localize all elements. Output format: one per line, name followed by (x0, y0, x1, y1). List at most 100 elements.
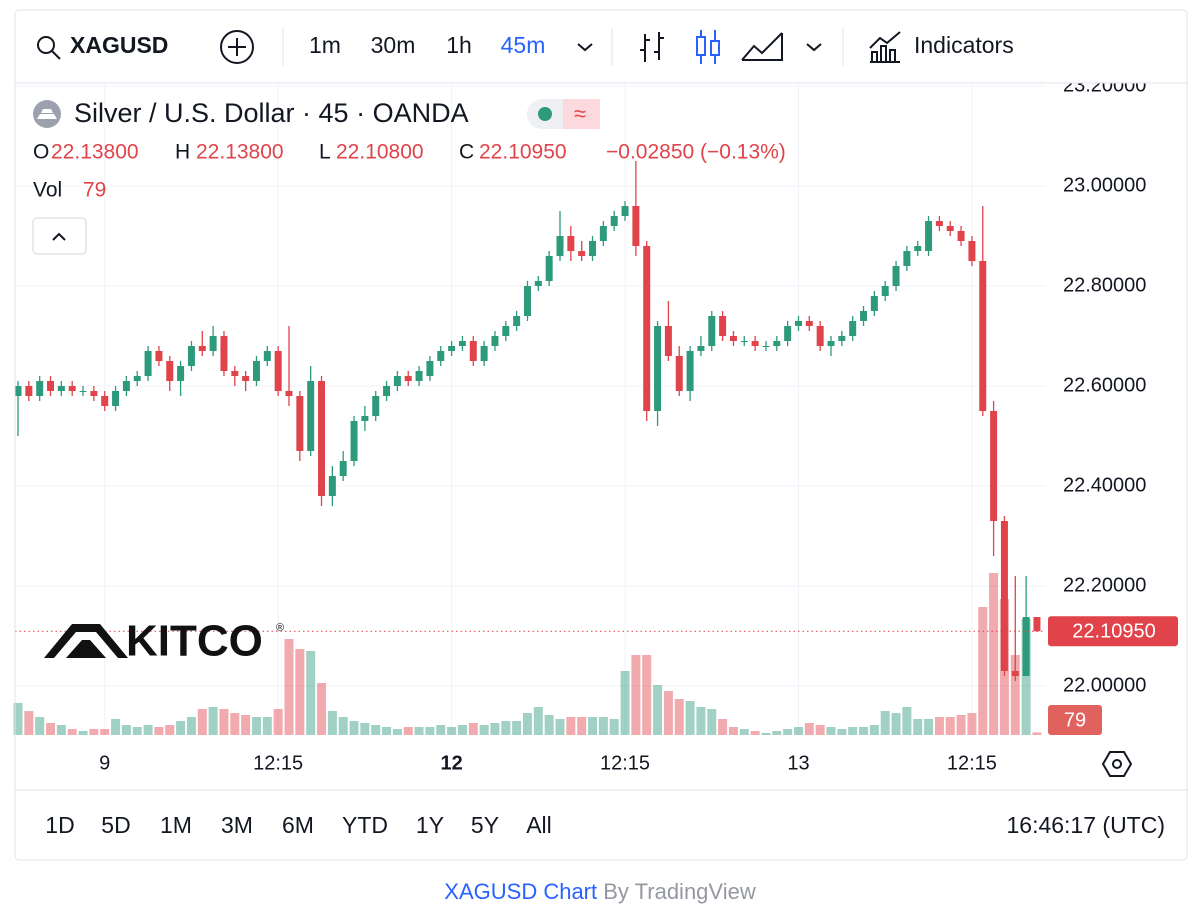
candle-body (957, 231, 965, 241)
volume-bar (100, 729, 110, 735)
volume-bar (262, 717, 272, 735)
candle-body (805, 321, 813, 326)
candles-icon (696, 36, 706, 56)
y-tick-label: 22.20000 (1063, 574, 1146, 596)
interval-active[interactable]: 45m (501, 32, 546, 58)
volume-bar (685, 701, 695, 735)
volume-bar (403, 727, 413, 735)
volume-bar (728, 727, 738, 735)
volume-bar (317, 683, 327, 735)
interval[interactable]: 1m (309, 32, 341, 58)
interval[interactable]: 1h (446, 32, 472, 58)
settings-icon[interactable] (1101, 751, 1133, 777)
candle-body (838, 336, 846, 341)
collapse-legend[interactable] (32, 217, 87, 255)
candle-body (491, 336, 499, 346)
volume-bar (544, 715, 554, 735)
volume-bar (89, 729, 99, 735)
bars-icon[interactable] (640, 32, 664, 62)
volume-bar (555, 719, 565, 735)
symbol[interactable]: XAGUSD (70, 32, 168, 58)
volume-bar (78, 731, 88, 735)
volume-bar (241, 715, 251, 735)
x-tick-label: 12:15 (947, 752, 997, 774)
volume-bar (284, 639, 294, 735)
volume-bar (924, 719, 934, 735)
x-tick-label: 12:15 (253, 752, 303, 774)
range-button[interactable]: All (526, 812, 552, 838)
candle-body (675, 356, 683, 391)
ohlc-value: 22.13800 (51, 141, 139, 164)
volume-value: 79 (83, 179, 106, 202)
volume-bar (989, 573, 999, 735)
indicators-button[interactable]: Indicators (869, 31, 1014, 63)
logo-mark (44, 624, 128, 658)
candle-body (198, 346, 206, 351)
volume-bar (306, 651, 316, 735)
candle-body (458, 341, 466, 346)
candle-body (383, 386, 391, 396)
symbol-search[interactable]: XAGUSD (37, 32, 168, 60)
candle-body (935, 221, 943, 226)
candle-body (361, 416, 369, 421)
area-icon[interactable] (741, 32, 783, 61)
range-button[interactable]: 6M (282, 812, 314, 838)
volume-bar (761, 733, 771, 735)
candle-body (1000, 521, 1008, 671)
volume-bar (815, 725, 825, 735)
last-volume-label: 79 (1064, 709, 1086, 731)
candle-body (643, 246, 651, 411)
chart-type-menu[interactable] (806, 43, 822, 52)
volume-bar (208, 707, 218, 735)
volume-bar (35, 717, 45, 735)
candle-body (393, 376, 401, 386)
candle-body (1011, 671, 1019, 676)
volume-bar (577, 717, 587, 735)
volume-bar (859, 727, 869, 735)
range-button[interactable]: 3M (221, 812, 253, 838)
range-button[interactable]: YTD (342, 812, 388, 838)
candle-body (979, 261, 987, 411)
volume-bar (588, 717, 598, 735)
volume-bar (880, 711, 890, 735)
interval-menu[interactable] (577, 43, 593, 52)
volume-bar (457, 725, 467, 735)
last-volume-box (1048, 705, 1102, 735)
range-button[interactable]: 5D (101, 812, 130, 838)
y-tick-label: 22.40000 (1063, 474, 1146, 496)
range-button[interactable]: 1M (160, 812, 192, 838)
x-tick-label: 12 (440, 752, 462, 774)
range-button[interactable]: 1Y (416, 812, 444, 838)
ohlc-key: O (33, 141, 49, 164)
range-button[interactable]: 1D (45, 812, 74, 838)
candle-body (697, 346, 705, 351)
candle-body (155, 351, 163, 361)
ohlc-key: L (319, 141, 331, 164)
candle-body (849, 321, 857, 336)
volume-bar (978, 607, 988, 735)
volume-bar (598, 717, 608, 735)
plus-icon (220, 30, 254, 64)
candle-body (990, 411, 998, 521)
volume-bar (219, 709, 229, 735)
range-button[interactable]: 5Y (471, 812, 499, 838)
attribution: XAGUSD Chart By TradingView (444, 879, 756, 904)
volume-bar (631, 655, 641, 735)
indicators-label[interactable]: Indicators (914, 32, 1014, 58)
candles-icon[interactable] (696, 30, 720, 64)
candle-body (914, 246, 922, 251)
candle-body (166, 361, 174, 381)
x-tick-label: 9 (99, 752, 110, 774)
status-badge (563, 99, 600, 129)
volume-bar (436, 725, 446, 735)
volume-bar (468, 723, 478, 735)
collapse-button[interactable] (32, 217, 87, 255)
last-price-box (1048, 616, 1178, 647)
attribution-link[interactable]: XAGUSD Chart (444, 879, 597, 904)
interval[interactable]: 30m (371, 32, 416, 58)
candle-body (415, 371, 423, 381)
candle-body (729, 336, 737, 341)
compare-button[interactable] (220, 30, 254, 64)
volume-bar (653, 685, 663, 735)
volume-bar (934, 717, 944, 735)
